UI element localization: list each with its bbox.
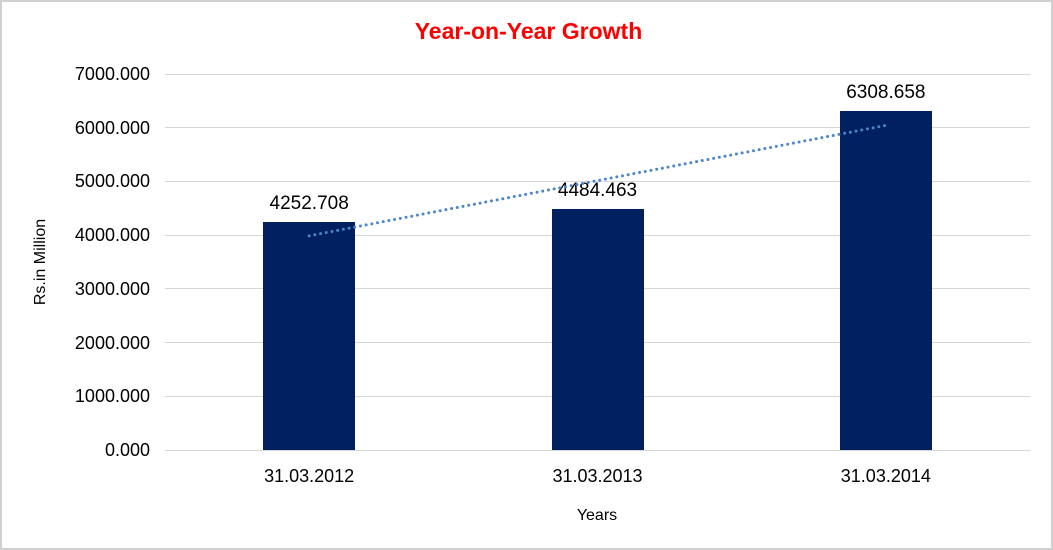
- bar: [551, 209, 644, 450]
- x-axis-title: Years: [576, 507, 618, 524]
- bar-value-label: 6308.658: [846, 82, 926, 104]
- bar-value-label: 4252.708: [269, 192, 349, 214]
- chart-title: Year-on-Year Growth: [414, 18, 643, 44]
- x-tick-label: 31.03.2013: [552, 466, 643, 486]
- y-tick-label: 6000.000: [74, 117, 150, 138]
- y-tick-label: 0.000: [104, 440, 150, 460]
- y-tick-label: 7000.000: [74, 64, 150, 84]
- bar: [839, 111, 932, 450]
- gridline: [165, 73, 1030, 75]
- gridline: [165, 449, 1030, 451]
- x-tick-label: 31.03.2012: [264, 466, 355, 486]
- x-tick-label: 31.03.2014: [840, 466, 931, 486]
- y-tick-label: 5000.000: [74, 171, 150, 192]
- y-axis-title: Rs.in Million: [32, 218, 49, 306]
- y-tick-label: 3000.000: [74, 278, 150, 299]
- y-tick-label: 2000.000: [74, 332, 150, 353]
- y-tick-label: 4000.000: [74, 225, 150, 246]
- y-tick-label: 1000.000: [74, 386, 150, 407]
- bar-value-label: 4484.463: [557, 180, 638, 202]
- bar: [263, 221, 356, 450]
